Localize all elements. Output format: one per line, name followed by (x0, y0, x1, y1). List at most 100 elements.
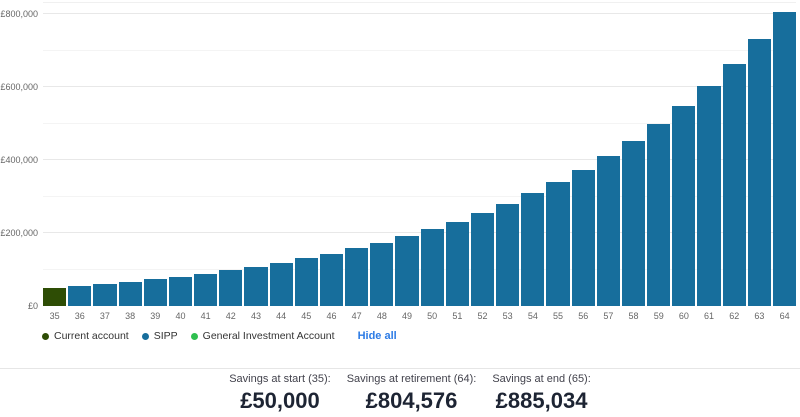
bar-segment-sipp[interactable] (93, 283, 117, 306)
bar-age-42[interactable] (219, 270, 243, 306)
y-axis-label: £600,000 (0, 82, 38, 92)
bar-segment-sipp[interactable] (722, 63, 746, 306)
bar-age-50[interactable] (420, 229, 444, 306)
x-axis-label: 35 (49, 311, 60, 321)
gridline (43, 49, 796, 51)
bar-segment-sipp[interactable] (470, 213, 495, 306)
bar-age-51[interactable] (445, 221, 469, 306)
bar-segment-sipp[interactable] (269, 262, 293, 306)
stat-savings-at-retirement: Savings at retirement (64): £804,576 (347, 372, 477, 414)
bar-segment-sipp[interactable] (370, 242, 394, 306)
x-axis-label: 60 (678, 311, 689, 321)
chart-legend: Current account SIPP General Investment Ac… (42, 330, 397, 342)
bar-segment-sipp[interactable] (420, 229, 444, 306)
stat-savings-at-start: Savings at start (35): £50,000 (229, 372, 331, 414)
bar-segment-sipp[interactable] (143, 279, 167, 306)
bar-age-49[interactable] (395, 236, 419, 306)
x-axis-label: 57 (603, 311, 614, 321)
bar-segment-sipp[interactable] (747, 39, 771, 306)
stat-label: Savings at end (65): (492, 373, 591, 385)
x-axis-label: 55 (553, 311, 564, 321)
bar-segment-sipp[interactable] (647, 124, 671, 306)
bar-age-53[interactable] (496, 203, 520, 306)
bar-age-60[interactable] (672, 105, 696, 306)
bar-age-35[interactable] (43, 287, 67, 306)
gridline (43, 268, 796, 270)
bar-age-46[interactable] (319, 253, 344, 306)
bar-segment-sipp[interactable] (571, 169, 595, 306)
bar-segment-sipp[interactable] (496, 203, 520, 306)
legend-marker-icon (141, 332, 149, 340)
gridline (43, 232, 796, 233)
plot-area (43, 2, 797, 306)
bar-age-39[interactable] (143, 279, 167, 306)
bar-segment-current-account[interactable] (43, 287, 67, 306)
bar-segment-sipp[interactable] (294, 258, 318, 306)
bar-age-36[interactable] (68, 285, 92, 306)
bar-segment-sipp[interactable] (546, 182, 570, 306)
bar-segment-sipp[interactable] (596, 155, 620, 306)
bar-age-64[interactable] (772, 12, 797, 306)
x-axis-label: 64 (779, 311, 790, 321)
x-axis-label: 63 (754, 311, 765, 321)
bar-age-58[interactable] (621, 140, 646, 306)
bar-age-52[interactable] (470, 213, 495, 306)
y-axis-label: £0 (27, 301, 38, 311)
x-axis-label: 53 (502, 311, 513, 321)
bar-age-61[interactable] (697, 85, 721, 306)
bar-age-57[interactable] (596, 155, 620, 306)
stat-label: Savings at start (35): (229, 373, 331, 385)
stat-label: Savings at retirement (64): (346, 373, 477, 385)
x-axis-label: 37 (99, 311, 110, 321)
bar-age-54[interactable] (521, 193, 545, 306)
bar-age-40[interactable] (168, 276, 193, 306)
bar-age-55[interactable] (546, 182, 570, 306)
legend-item-label: Current account (54, 330, 129, 342)
stat-savings-at-end: Savings at end (65): £885,034 (492, 372, 590, 414)
bar-age-37[interactable] (93, 283, 117, 306)
legend-item-current-account[interactable]: Current account (42, 330, 129, 342)
bar-segment-sipp[interactable] (697, 85, 721, 306)
x-axis-label: 54 (527, 311, 538, 321)
x-axis-label: 61 (704, 311, 715, 321)
bar-segment-sipp[interactable] (345, 248, 369, 306)
bar-segment-sipp[interactable] (168, 276, 193, 306)
bar-age-44[interactable] (269, 262, 293, 306)
section-divider (0, 368, 800, 369)
bar-age-47[interactable] (345, 248, 369, 306)
bar-age-41[interactable] (194, 273, 218, 306)
gridline (43, 195, 796, 197)
bar-age-48[interactable] (370, 242, 394, 306)
bar-segment-sipp[interactable] (395, 236, 419, 306)
bar-age-38[interactable] (118, 281, 142, 306)
bar-segment-sipp[interactable] (319, 253, 344, 306)
bar-age-63[interactable] (747, 39, 771, 306)
legend-item-label: SIPP (153, 330, 178, 342)
y-axis-label: £400,000 (0, 155, 38, 165)
bar-segment-sipp[interactable] (772, 12, 797, 306)
x-axis: 35 36 37 38 39 40 41 42 43 44 45 46 47 48 49 50 51 52 53 54… (43, 311, 796, 321)
x-axis-label: 62 (729, 311, 740, 321)
gridline (43, 13, 796, 14)
bar-age-45[interactable] (294, 258, 318, 306)
bar-segment-sipp[interactable] (118, 281, 142, 306)
bar-segment-sipp[interactable] (672, 105, 696, 306)
bar-segment-sipp[interactable] (621, 140, 646, 306)
legend-item-general-investment-account[interactable]: General Investment Account (190, 330, 335, 342)
bar-segment-sipp[interactable] (521, 193, 545, 306)
x-axis-label: 43 (250, 311, 261, 321)
hide-all-link[interactable]: Hide all (357, 330, 397, 342)
bar-segment-sipp[interactable] (244, 266, 268, 306)
x-axis-label: 40 (175, 311, 186, 321)
bar-age-43[interactable] (244, 266, 268, 306)
gridline (43, 122, 796, 124)
bar-age-62[interactable] (722, 63, 746, 306)
legend-item-sipp[interactable]: SIPP (141, 330, 178, 342)
bar-age-59[interactable] (647, 124, 671, 306)
bar-segment-sipp[interactable] (194, 273, 218, 306)
x-axis-label: 41 (200, 311, 211, 321)
bar-segment-sipp[interactable] (68, 285, 92, 306)
bar-segment-sipp[interactable] (445, 221, 469, 306)
bar-segment-sipp[interactable] (219, 270, 243, 306)
bar-age-56[interactable] (571, 169, 595, 306)
